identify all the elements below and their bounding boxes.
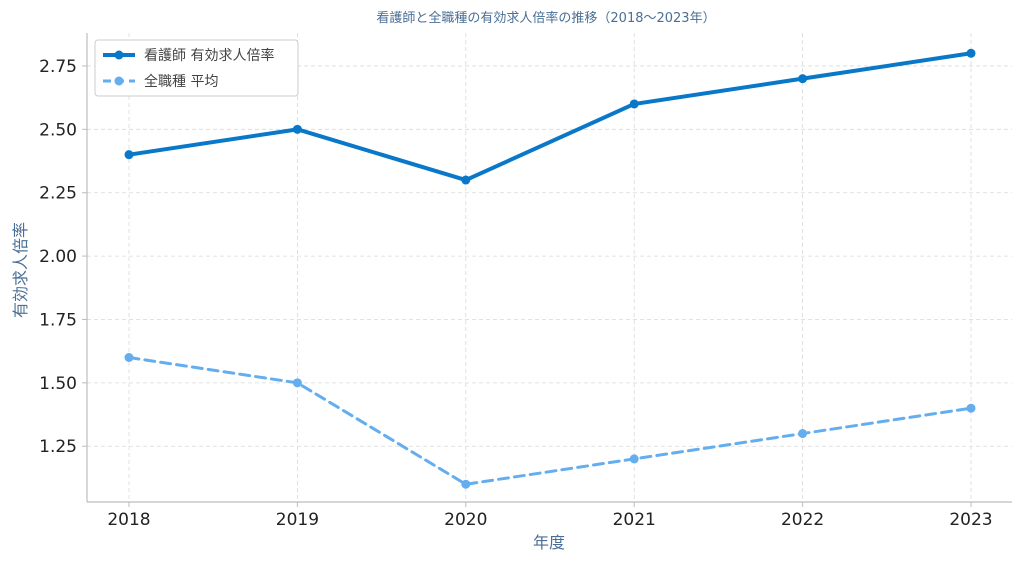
series-1-point	[292, 124, 302, 134]
series-1-point	[798, 74, 808, 84]
x-tick-label: 2018	[107, 510, 150, 530]
legend-item-1: 看護師 有効求人倍率	[103, 47, 274, 64]
series-2-point	[124, 352, 134, 362]
series-1-point	[966, 48, 976, 58]
series-2-point	[798, 429, 808, 439]
y-tick-label: 1.75	[39, 310, 77, 330]
legend-box	[94, 39, 299, 97]
y-tick-label: 2.50	[39, 120, 77, 140]
series-2-point	[966, 403, 976, 413]
series-2-point	[292, 378, 302, 388]
legend-swatch-marker	[114, 50, 124, 60]
x-tick-label: 2021	[613, 510, 656, 530]
y-tick-label: 1.50	[39, 374, 77, 394]
series-2	[124, 352, 976, 489]
series-1-point	[629, 99, 639, 109]
series-2-point	[461, 479, 471, 489]
y-tick-label: 2.25	[39, 184, 77, 204]
x-tick-label: 2020	[444, 510, 487, 530]
y-tick-label: 2.75	[39, 57, 77, 77]
series-1-point	[461, 175, 471, 185]
x-axis-title: 年度	[533, 533, 565, 552]
legend-label: 全職種 平均	[144, 73, 218, 90]
legend-item-2: 全職種 平均	[103, 73, 218, 90]
legend-label: 看護師 有効求人倍率	[144, 47, 274, 64]
series-1-line	[127, 51, 973, 183]
y-tick-label: 2.00	[39, 247, 77, 267]
series-layer	[124, 48, 976, 489]
series-1	[124, 48, 976, 185]
x-tick-label: 2019	[276, 510, 319, 530]
series-2-point	[629, 454, 639, 464]
x-tick-label: 2022	[781, 510, 824, 530]
y-tick-label: 1.25	[39, 437, 77, 457]
chart-title: 看護師と全職種の有効求人倍率の推移（2018〜2023年）	[376, 10, 715, 26]
axes-layer: 1.25 1.50 1.75 2.00 2.25 2.50 2.75 2018 2019 2020…	[39, 33, 1012, 530]
series-1-point	[124, 150, 134, 160]
grid-layer	[87, 33, 1012, 502]
y-axis-title: 有効求人倍率	[11, 222, 30, 318]
series-2-line	[127, 355, 973, 486]
x-tick-label: 2023	[949, 510, 992, 530]
legend-swatch-marker	[114, 76, 124, 86]
